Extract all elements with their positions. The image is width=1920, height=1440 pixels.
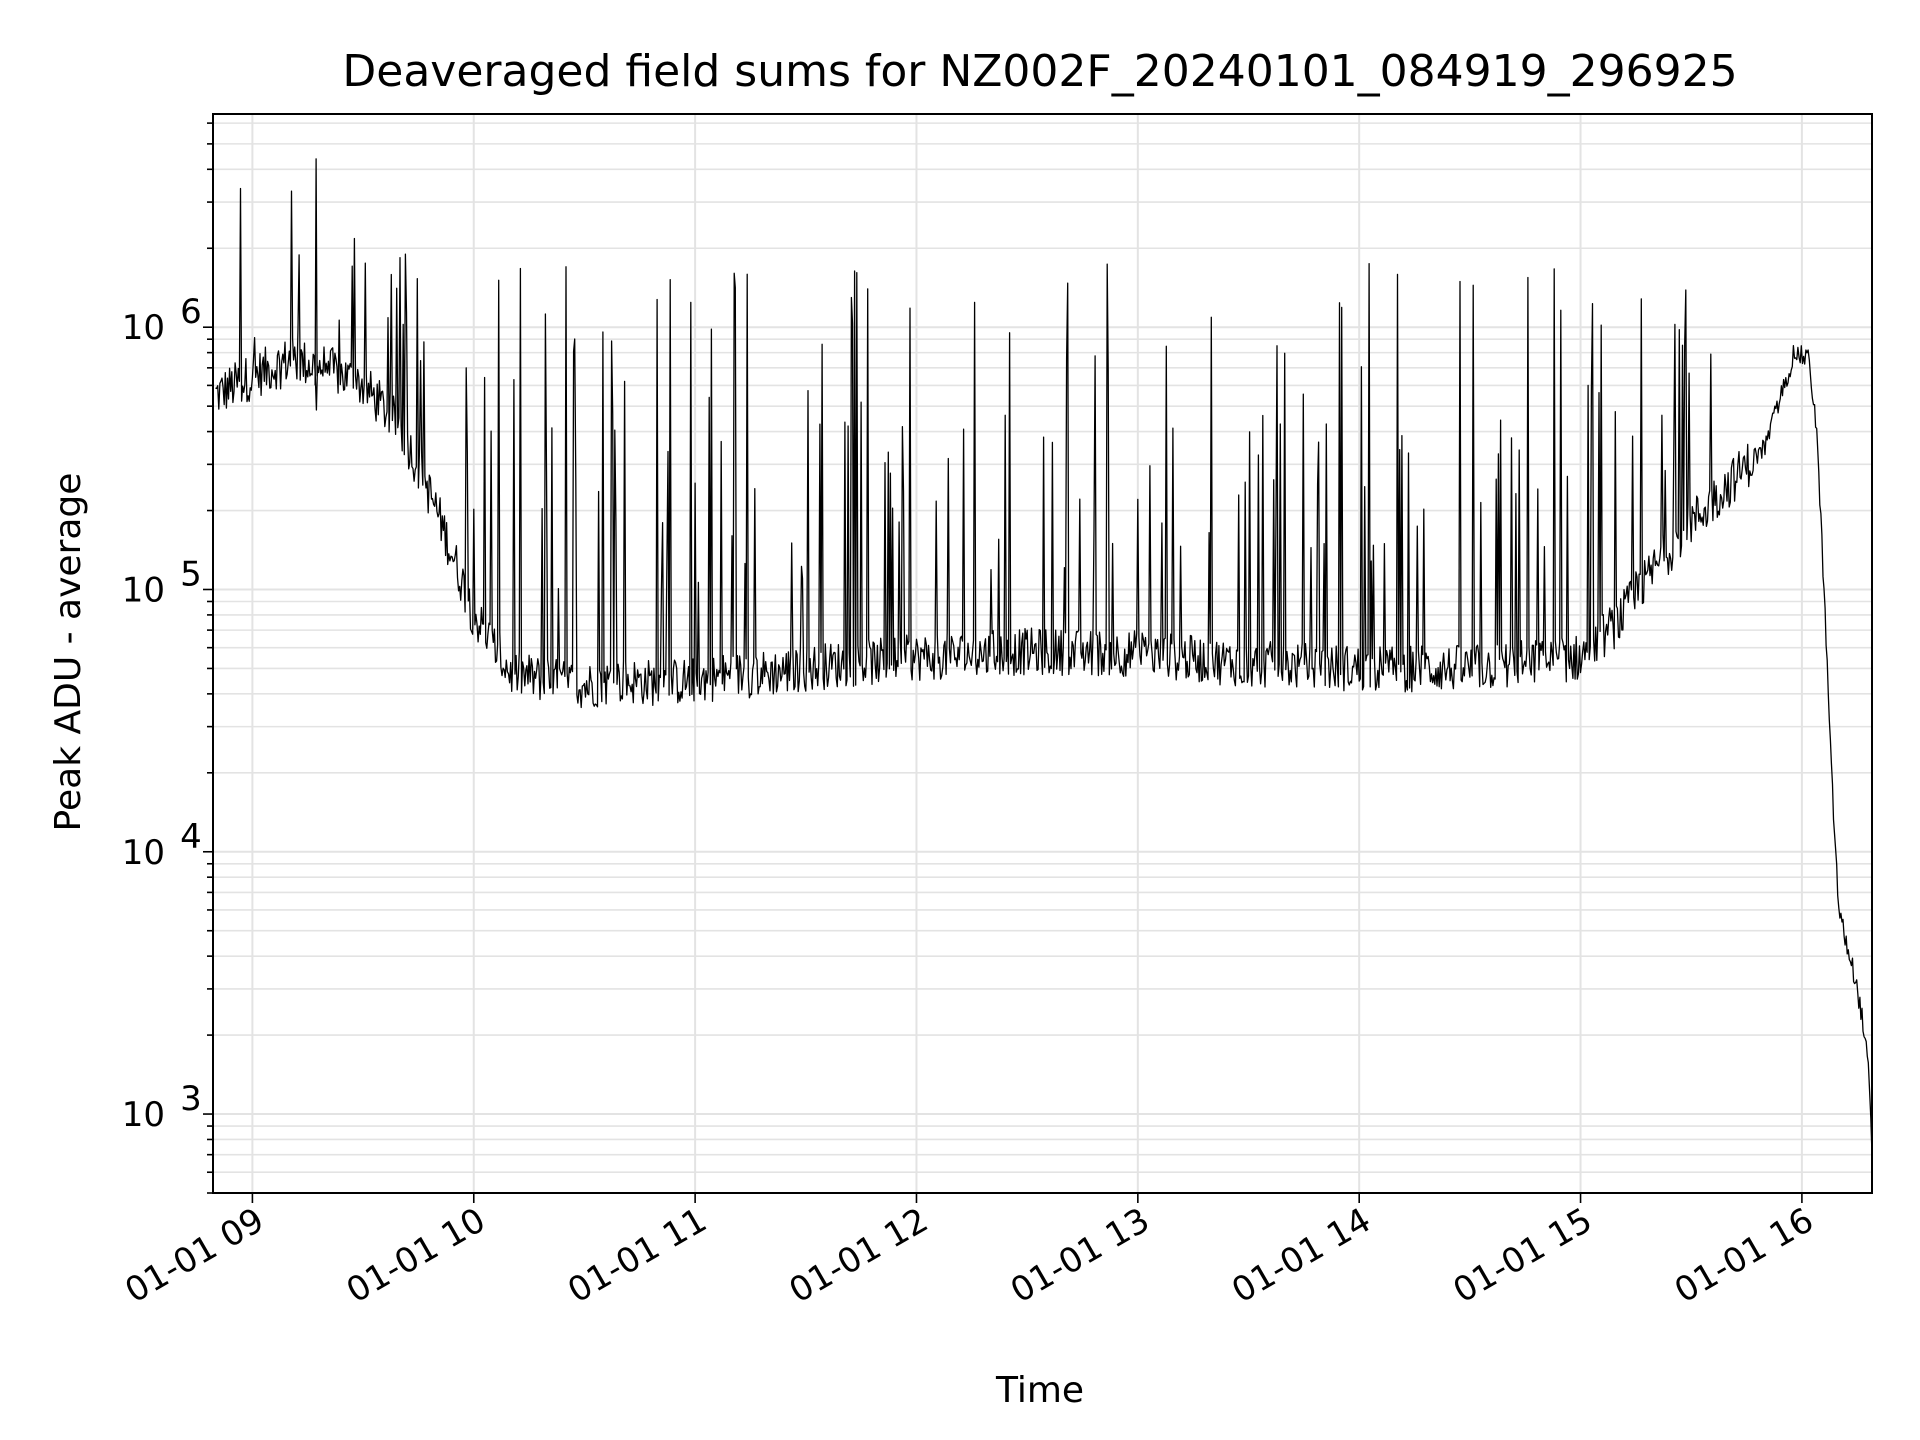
y-tick-label: 10 [122, 570, 165, 610]
y-tick-label: 10 [122, 308, 165, 348]
x-axis-title: Time [995, 1370, 1084, 1411]
y-tick-label: 10 [122, 1095, 165, 1135]
y-tick-exponent: 4 [180, 817, 202, 857]
y-tick-exponent: 5 [180, 554, 202, 594]
grid [213, 114, 1872, 1194]
plot-frame [212, 113, 1873, 1194]
y-tick-exponent: 6 [180, 292, 202, 332]
y-tick-label: 10 [122, 833, 165, 873]
y-axis: 10 3 10 4 10 5 10 6 [122, 122, 213, 1194]
chart-title: Deaveraged field sums for NZ002F_2024010… [342, 46, 1737, 97]
series-line [215, 187, 1873, 1155]
series-spike [314, 158, 318, 386]
y-tick-exponent: 3 [180, 1079, 202, 1119]
y-axis-title: Peak ADU - average [48, 473, 89, 832]
